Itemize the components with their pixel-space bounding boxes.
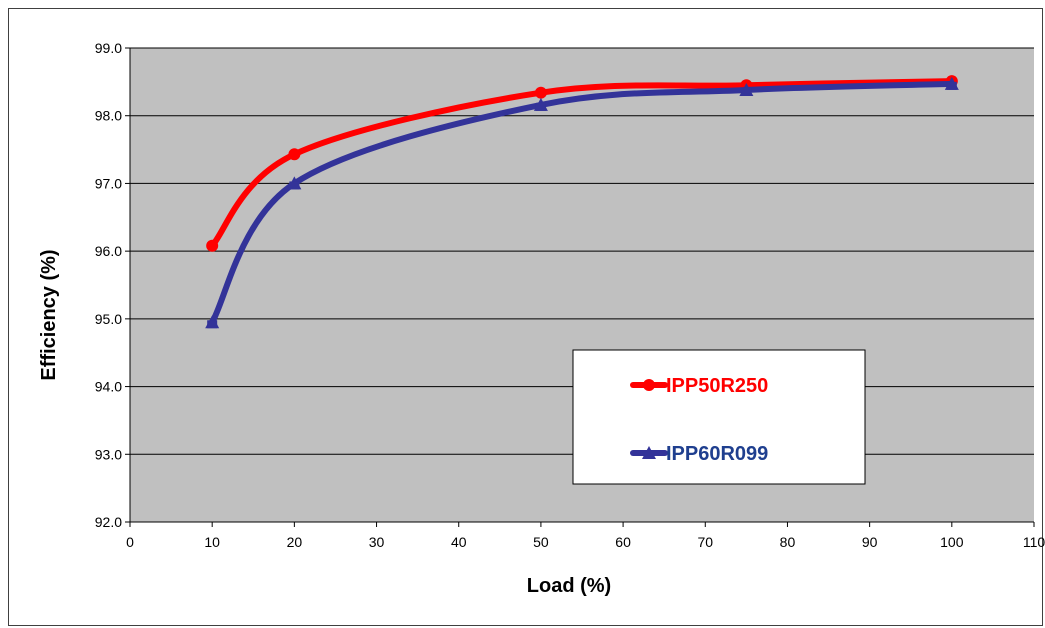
x-tick-label: 10: [204, 534, 220, 550]
x-tick-label: 0: [126, 534, 134, 550]
x-tick-label: 80: [780, 534, 796, 550]
data-point-ipp60r099-base: [207, 320, 218, 329]
y-tick-labels: 92.0 93.0 94.0 95.0 96.0 97.0 98.0 99.0: [95, 40, 122, 530]
x-tick-label: 110: [1023, 534, 1045, 550]
data-point-ipp60r099-base: [946, 81, 957, 90]
x-tick-labels: 0 10 20 30 40 50 60 70 80 90 100 110: [126, 534, 1045, 550]
x-tick-label: 30: [369, 534, 385, 550]
data-point-ipp50r250: [534, 86, 547, 99]
axes: [129, 48, 1035, 527]
y-tick-label: 92.0: [95, 514, 122, 530]
y-tick-label: 93.0: [95, 446, 122, 462]
data-point-ipp60r099-base: [289, 181, 300, 190]
x-tick-label: 100: [940, 534, 964, 550]
data-point-ipp60r099-base: [535, 102, 546, 111]
y-tick-label: 94.0: [95, 379, 122, 395]
x-axis-title: Load (%): [527, 575, 611, 597]
legend-label-ipp60r099: IPP60R099: [666, 443, 768, 465]
legend-marker-ipp50r250: [643, 379, 655, 391]
legend-label-ipp50r250: IPP50R250: [666, 375, 768, 397]
legend-marker-ipp60r099-base: [644, 451, 654, 459]
x-tick-label: 70: [697, 534, 713, 550]
y-tick-label: 97.0: [95, 175, 122, 191]
y-tick-label: 99.0: [95, 40, 122, 56]
x-tick-label: 40: [451, 534, 467, 550]
legend: IPP50R250 IPP60R099: [572, 349, 866, 485]
x-tick-label: 20: [287, 534, 303, 550]
series-ipp60r099: [205, 76, 959, 329]
y-axis-title: Efficiency (%): [38, 249, 60, 380]
legend-box: [572, 349, 866, 485]
x-tick-label: 50: [533, 534, 549, 550]
y-tick-label: 98.0: [95, 108, 122, 124]
data-point-ipp50r250: [288, 148, 301, 161]
series-lines: [205, 75, 959, 329]
data-point-ipp50r250: [206, 239, 219, 252]
y-tick-label: 96.0: [95, 243, 122, 259]
y-tick-label: 95.0: [95, 311, 122, 327]
x-tick-label: 60: [615, 534, 631, 550]
x-tick-label: 90: [862, 534, 878, 550]
data-point-ipp60r099-base: [741, 87, 752, 96]
